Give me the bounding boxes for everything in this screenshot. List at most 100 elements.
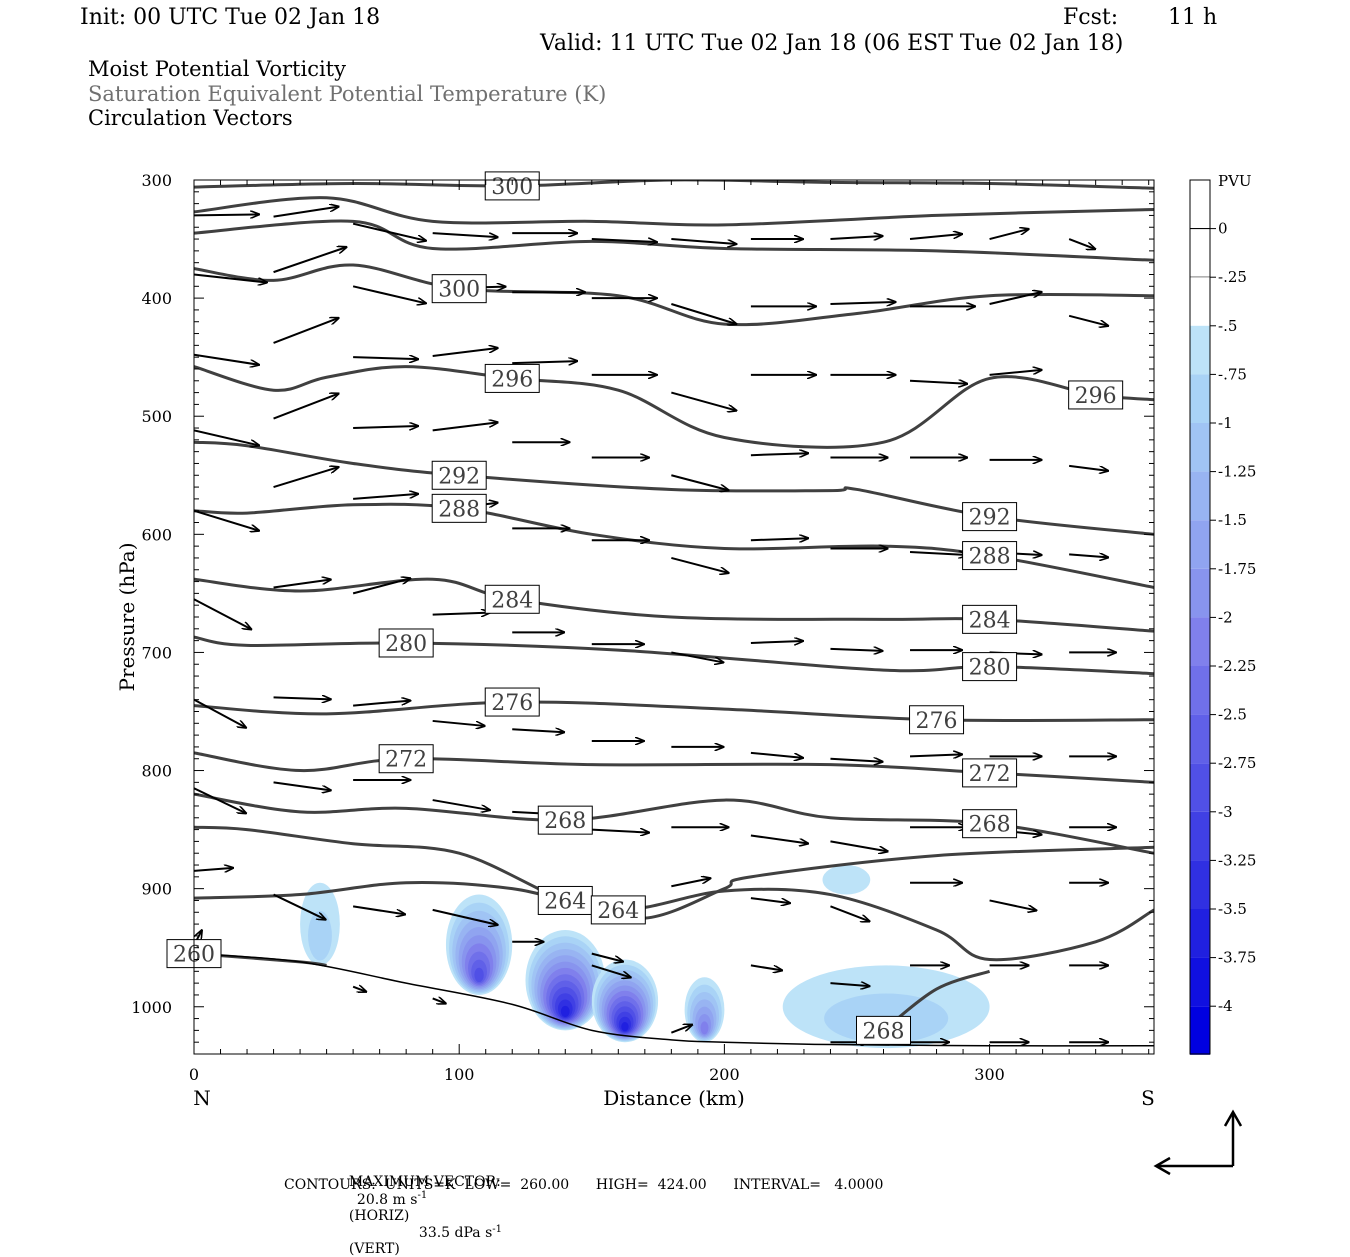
circulation-vector bbox=[194, 429, 259, 445]
contour-labels: 300 300 296 296 292 292 288 288 284 284 280 280 276 2… bbox=[166, 171, 1124, 1045]
contour-label: 264 bbox=[544, 889, 586, 914]
colorbar-label: -.5 bbox=[1218, 317, 1237, 335]
forecast-label: Fcst: bbox=[1063, 5, 1119, 30]
circulation-vector bbox=[750, 964, 782, 970]
circulation-vector bbox=[750, 751, 803, 758]
contour-label: 296 bbox=[1075, 384, 1117, 409]
circulation-vector bbox=[830, 905, 869, 921]
circulation-vector bbox=[830, 983, 869, 986]
circulation-vector bbox=[989, 370, 1042, 376]
circulation-vector bbox=[432, 232, 498, 237]
contour-label-box bbox=[909, 705, 965, 735]
circulation-vector bbox=[591, 239, 657, 242]
circulation-vector bbox=[273, 394, 339, 420]
contour-label: 296 bbox=[491, 367, 533, 392]
colorbar-swatch bbox=[1190, 666, 1210, 715]
circulation-vector bbox=[750, 897, 790, 903]
circulation-vector bbox=[909, 552, 967, 555]
colorbar-label: -.25 bbox=[1218, 268, 1247, 286]
circulation-vector bbox=[194, 598, 251, 629]
x-tick-label: 300 bbox=[974, 1065, 1005, 1084]
circulation-vector bbox=[352, 222, 426, 241]
colorbar-label: -2.5 bbox=[1218, 706, 1247, 724]
colorbar-label: -2 bbox=[1218, 608, 1233, 626]
colorbar-label: -3 bbox=[1218, 803, 1233, 821]
contour-label-box bbox=[431, 493, 487, 523]
circulation-vector bbox=[273, 893, 326, 920]
y-tick-label: 500 bbox=[141, 407, 172, 426]
colorbar-swatch bbox=[1190, 811, 1210, 861]
circulation-vector bbox=[512, 361, 577, 363]
x-tick-label: 100 bbox=[444, 1065, 475, 1084]
colorbar-label: -3.75 bbox=[1218, 949, 1256, 967]
axes: 300 400 500 600 700 800 900 1000 0 100 200 300 bbox=[131, 171, 1154, 1084]
contour-label: 268 bbox=[863, 1019, 905, 1044]
circulation-vector bbox=[273, 467, 339, 489]
circulation-vector bbox=[432, 998, 446, 1003]
contour-label-box bbox=[537, 805, 593, 835]
y-tick-label: 700 bbox=[141, 643, 172, 662]
circulation-vector bbox=[591, 964, 631, 977]
contour-label: 272 bbox=[385, 748, 427, 773]
circulation-vector bbox=[671, 556, 728, 573]
circulation-vector bbox=[194, 273, 267, 282]
colorbar-label: -1.25 bbox=[1218, 463, 1256, 481]
contour-label-box bbox=[962, 758, 1018, 788]
circulation-vector bbox=[750, 453, 808, 455]
x-tick-label: 200 bbox=[709, 1065, 740, 1084]
colorbar-swatch bbox=[1190, 568, 1210, 618]
colorbar-label: -2.75 bbox=[1218, 754, 1256, 772]
contour-label: 280 bbox=[385, 632, 427, 657]
theta-contour-300-1 bbox=[194, 196, 1154, 227]
mpv-region-2-level-12 bbox=[560, 1005, 570, 1017]
circulation-vector bbox=[1068, 314, 1108, 326]
circulation-vector bbox=[830, 649, 882, 651]
theta-contour-276-9 bbox=[194, 700, 1154, 723]
contour-label-box bbox=[962, 604, 1018, 634]
contour-label: 280 bbox=[969, 656, 1011, 681]
colorbar-label: -.75 bbox=[1218, 365, 1247, 383]
circulation-vector bbox=[352, 905, 405, 914]
circulation-vector bbox=[352, 285, 426, 303]
contour-label-box bbox=[537, 885, 593, 915]
contour-label-box bbox=[962, 809, 1018, 839]
circulation-vector bbox=[830, 236, 882, 239]
mpv-region-4-level-6 bbox=[700, 1021, 709, 1035]
circulation-vector bbox=[750, 834, 808, 844]
max-vector-line: MAXIMUM VECTOR: 20.8 m s-1 (HORIZ) 33.5 … bbox=[340, 1158, 502, 1257]
vert-tag: (VERT) bbox=[348, 1241, 400, 1257]
reference-vector-icon bbox=[1153, 1109, 1243, 1176]
contour-label: 300 bbox=[491, 175, 533, 200]
circulation-vector bbox=[909, 754, 962, 756]
circulation-vector bbox=[273, 318, 339, 344]
circulation-vector bbox=[591, 952, 623, 962]
contour-label-box bbox=[962, 652, 1018, 682]
mpv-shading bbox=[300, 865, 990, 1049]
colorbar: PVU 0 -.25 -.5 -.75 -1 -1.25 -1.5 -1.75 -2 -2.25 -2… bbox=[1189, 172, 1256, 1055]
circulation-vector bbox=[273, 579, 331, 589]
circulation-vector bbox=[353, 357, 418, 359]
mpv-region-6-level-0 bbox=[822, 865, 871, 895]
circulation-vector bbox=[512, 729, 564, 732]
north-label: N bbox=[193, 1086, 211, 1110]
y-tick-label: 1000 bbox=[131, 998, 172, 1017]
circulation-vector bbox=[1069, 554, 1108, 557]
y-axis-label: Pressure (hPa) bbox=[115, 543, 139, 692]
colorbar-label: -4 bbox=[1218, 997, 1233, 1015]
contour-label-box bbox=[431, 274, 487, 304]
circulation-vector bbox=[1069, 464, 1108, 471]
colorbar-swatch bbox=[1190, 520, 1210, 569]
colorbar-swatch bbox=[1190, 714, 1210, 764]
circulation-vector bbox=[670, 1025, 692, 1034]
circulation-vector bbox=[353, 701, 410, 707]
y-tick-label: 900 bbox=[141, 880, 172, 899]
colorbar-title: PVU bbox=[1218, 172, 1252, 190]
circulation-vector bbox=[671, 238, 736, 244]
y-tick-label: 300 bbox=[141, 171, 172, 190]
circulation-vector bbox=[671, 878, 710, 888]
contour-label-box bbox=[378, 744, 434, 774]
circulation-vector bbox=[671, 651, 723, 662]
forecast-hour: 11 h bbox=[1168, 5, 1218, 30]
colorbar-swatch bbox=[1190, 763, 1210, 812]
horiz-tag: (HORIZ) bbox=[348, 1207, 410, 1224]
